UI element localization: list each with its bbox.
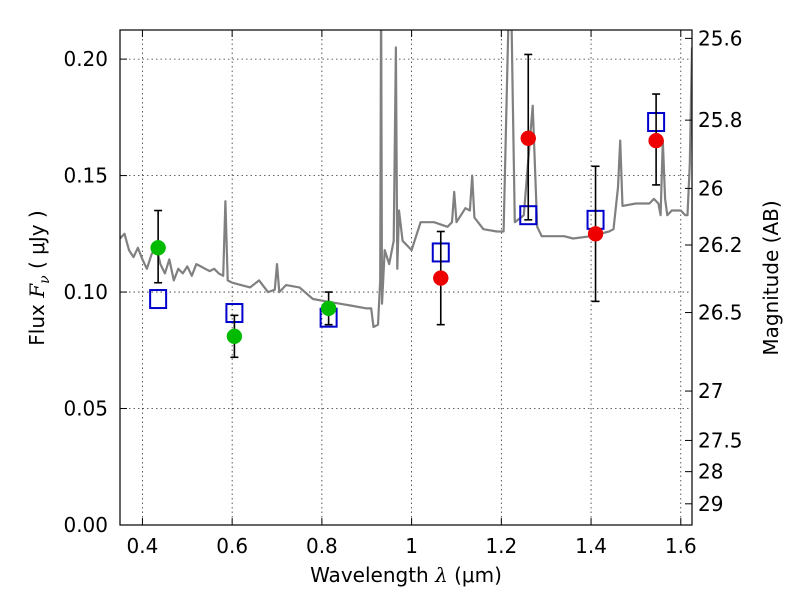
- photometry-circle-marker: [520, 130, 537, 147]
- x-tick-label: 1.4: [575, 534, 607, 558]
- y-tick-label: 0.20: [63, 47, 108, 71]
- y2-tick-label: 27: [698, 379, 723, 403]
- grid-lines: [120, 30, 692, 525]
- y2-tick-label: 26.2: [698, 233, 743, 257]
- axis-ticks: 0.4 0.6 0.8 1 1.2 1.4 1.6 0.00 0.05 0.10 0.15 0.20 2…: [63, 26, 742, 558]
- plot-background: [120, 30, 692, 525]
- plot-frame: [119, 29, 693, 526]
- y2-tick-label: 28: [698, 460, 723, 484]
- y2-tick-label: 25.8: [698, 108, 743, 132]
- x-tick-label: 0.8: [306, 534, 338, 558]
- y-tick-label: 0.00: [63, 513, 108, 537]
- y2-tick-label: 26.5: [698, 301, 743, 325]
- plot-area: [120, 30, 692, 329]
- y-tick-label: 0.15: [63, 164, 108, 188]
- x-tick-label: 1.2: [485, 534, 517, 558]
- y2-tick-label: 26: [698, 176, 723, 200]
- y-tick-label: 0.05: [63, 397, 108, 421]
- photometry-circle-marker: [226, 328, 243, 345]
- x-tick-label: 0.6: [216, 534, 248, 558]
- y2-axis-label: Magnitude (AB): [759, 200, 783, 355]
- x-tick-label: 1: [405, 534, 418, 558]
- spectrum-line: [120, 30, 692, 329]
- photometry-square-marker: [149, 289, 168, 310]
- y-tick-label: 0.10: [63, 280, 108, 304]
- x-tick-label: 1.6: [665, 534, 697, 558]
- data-points: [149, 53, 666, 359]
- x-tick-label: 0.4: [127, 534, 159, 558]
- y2-tick-label: 25.6: [698, 26, 743, 50]
- photometry-circle-marker: [648, 132, 664, 149]
- y-axis-label: Flux Fν ( μJy ): [25, 210, 53, 345]
- photometry-circle-marker: [587, 226, 604, 242]
- photometry-circle-marker: [150, 240, 166, 256]
- y2-tick-label: 27.5: [698, 428, 743, 452]
- x-axis-label: Wavelength λ (μm): [310, 563, 502, 587]
- photometry-circle-marker: [433, 270, 449, 286]
- photometry-circle-marker: [320, 300, 337, 317]
- y2-tick-label: 29: [698, 492, 723, 516]
